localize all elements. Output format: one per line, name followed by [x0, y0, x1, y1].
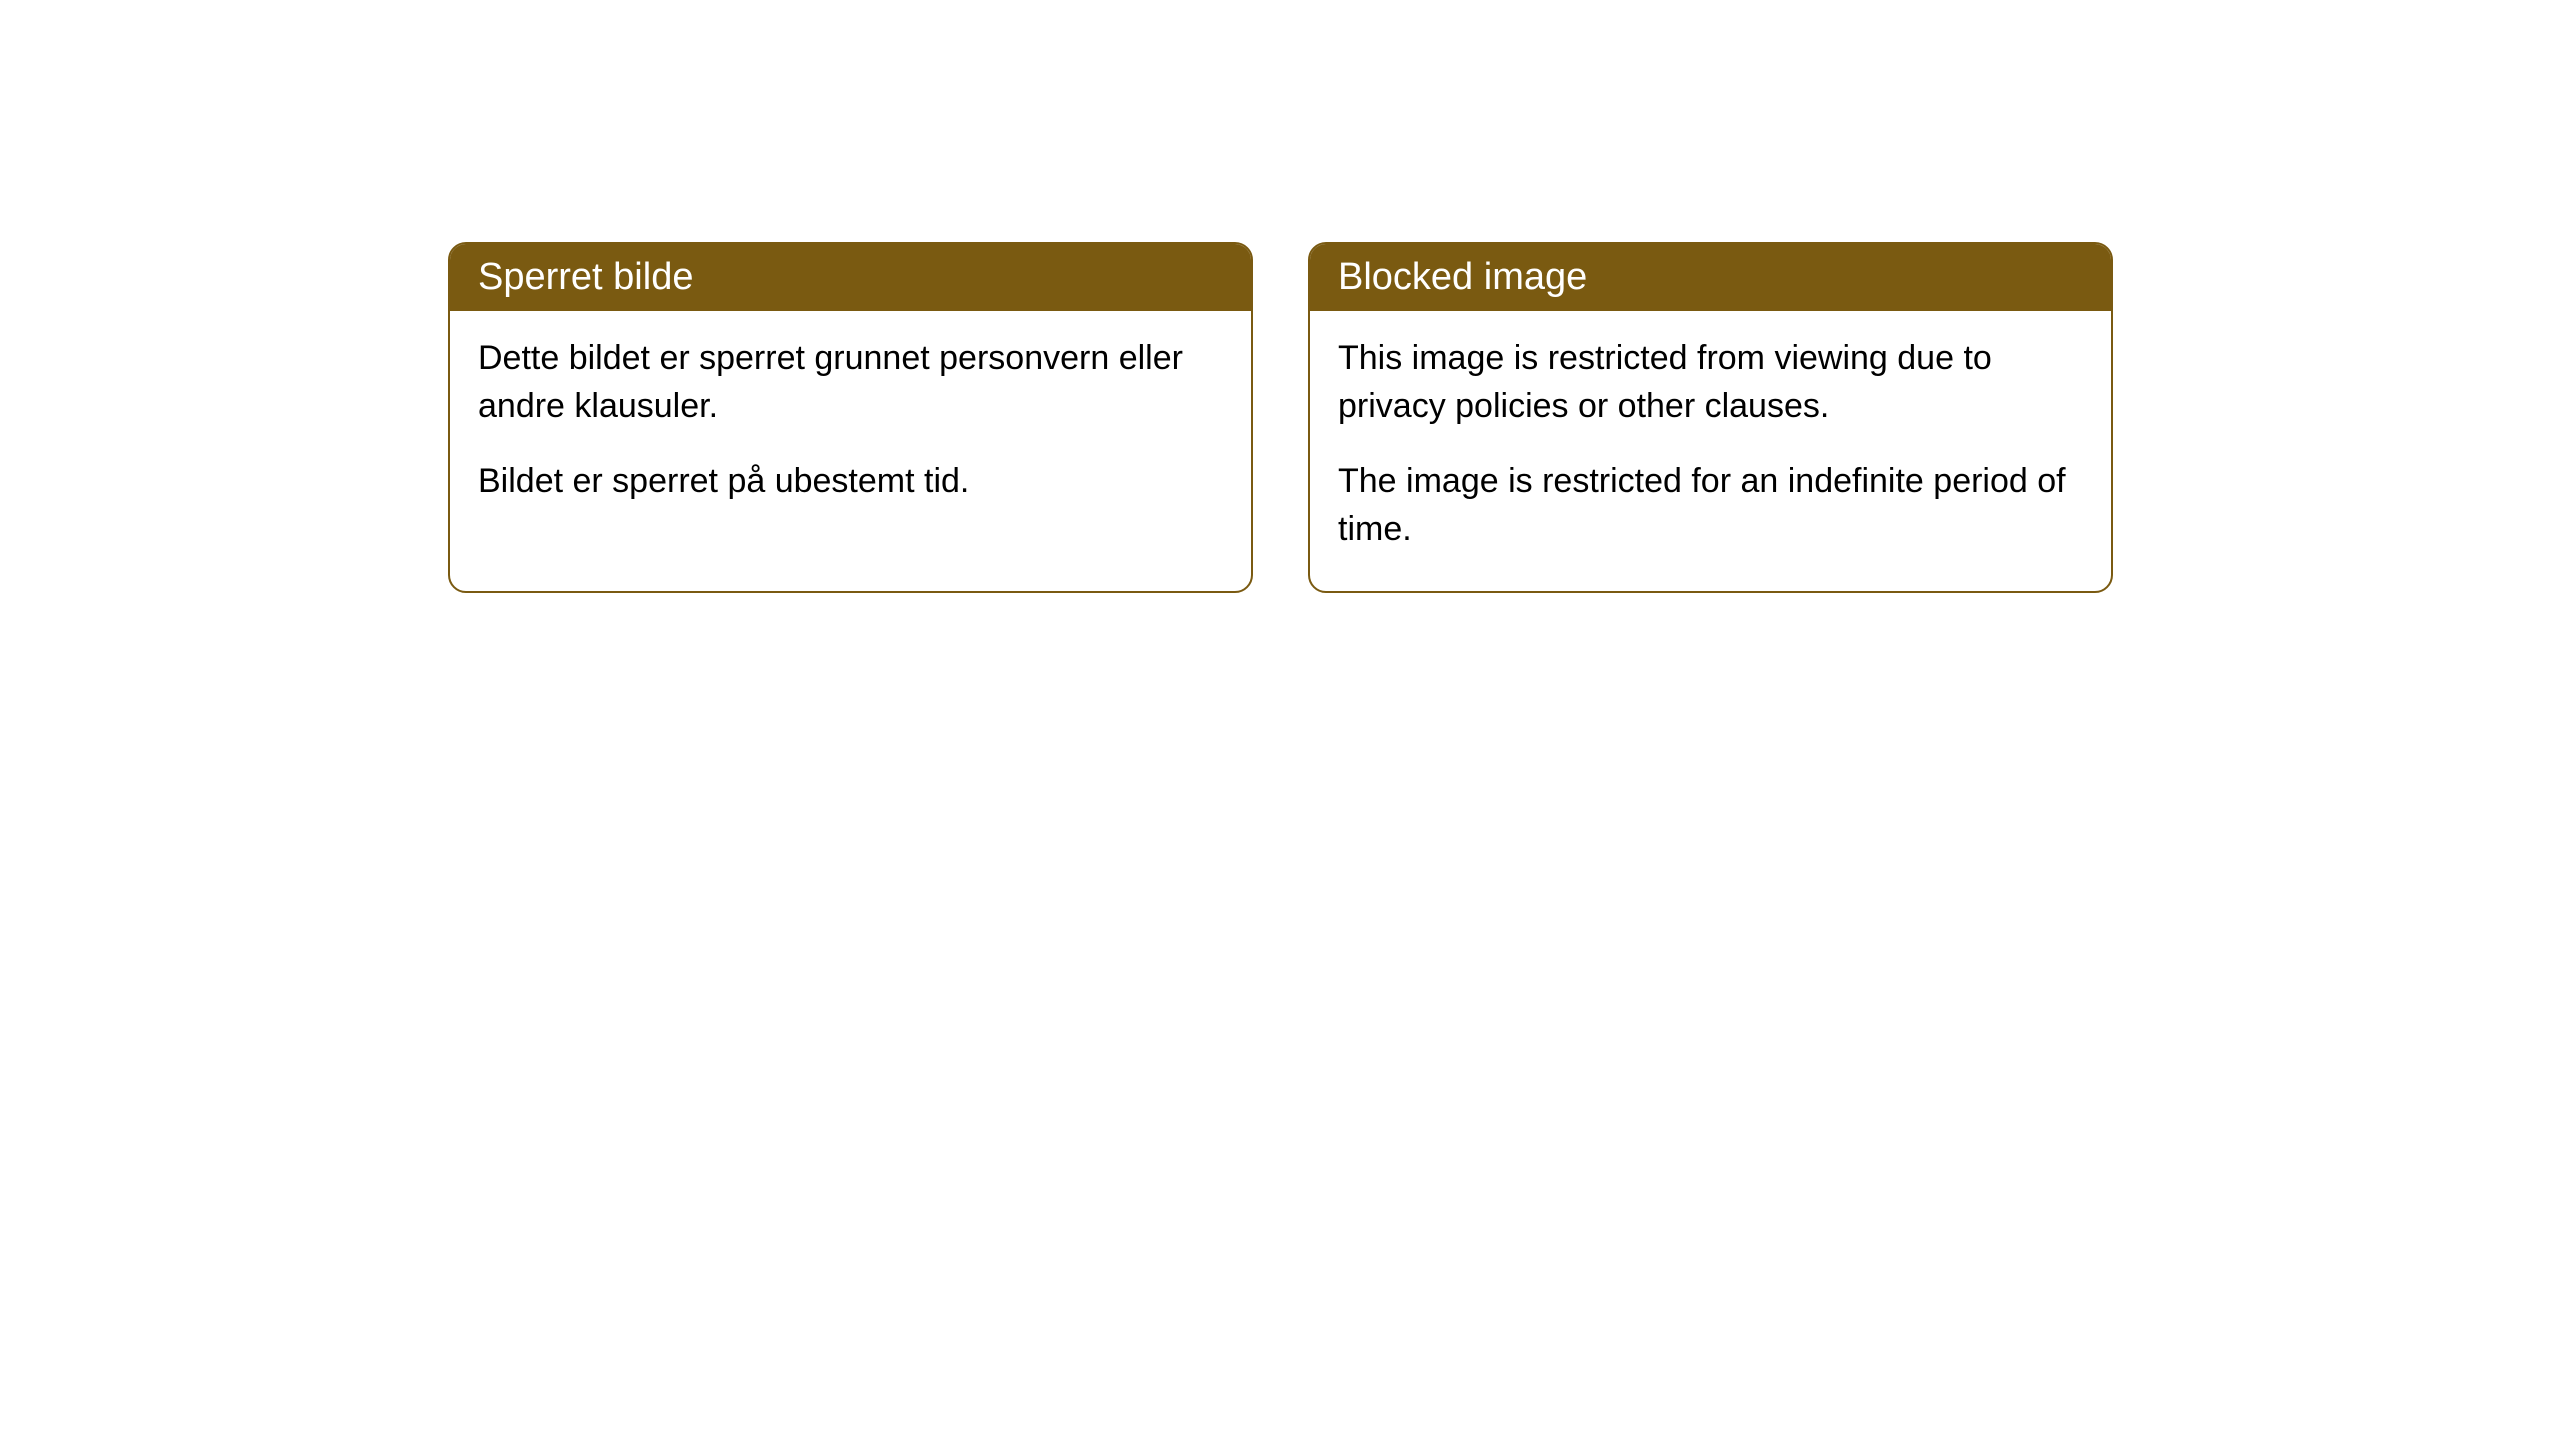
card-norwegian: Sperret bilde Dette bildet er sperret gr…	[448, 242, 1253, 593]
card-paragraph: Bildet er sperret på ubestemt tid.	[478, 458, 1223, 506]
card-english: Blocked image This image is restricted f…	[1308, 242, 2113, 593]
card-body-english: This image is restricted from viewing du…	[1310, 311, 2111, 591]
card-body-norwegian: Dette bildet er sperret grunnet personve…	[450, 311, 1251, 544]
card-paragraph: The image is restricted for an indefinit…	[1338, 458, 2083, 553]
card-header-english: Blocked image	[1310, 244, 2111, 311]
card-paragraph: Dette bildet er sperret grunnet personve…	[478, 335, 1223, 430]
card-paragraph: This image is restricted from viewing du…	[1338, 335, 2083, 430]
cards-container: Sperret bilde Dette bildet er sperret gr…	[0, 0, 2560, 593]
card-header-norwegian: Sperret bilde	[450, 244, 1251, 311]
